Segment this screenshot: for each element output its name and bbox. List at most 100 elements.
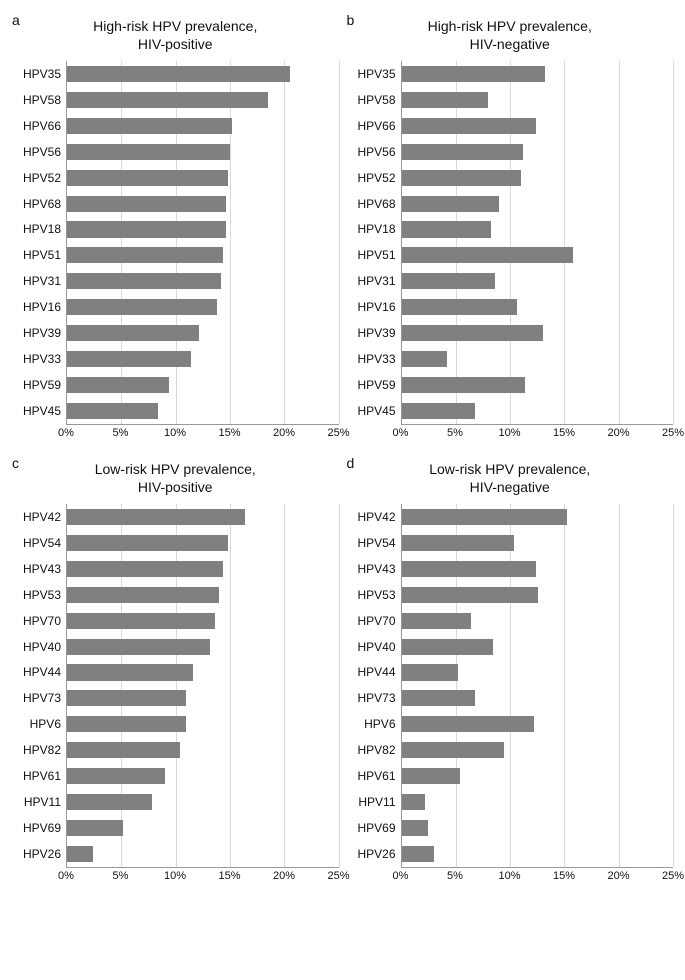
bar-row: HPV26 <box>67 841 339 867</box>
bar-category-label: HPV31 <box>23 274 61 288</box>
bar-row: HPV31 <box>67 268 339 294</box>
panel-title: High-risk HPV prevalence, HIV-negative <box>347 18 674 53</box>
bar <box>402 377 526 393</box>
bar-category-label: HPV54 <box>23 536 61 550</box>
bar-category-label: HPV33 <box>23 352 61 366</box>
bar <box>402 820 428 836</box>
x-tick-label: 25% <box>662 427 684 439</box>
bar-category-label: HPV69 <box>23 821 61 835</box>
bar <box>67 196 226 212</box>
x-tick-label: 10% <box>498 870 520 882</box>
bar-chart: HPV42HPV54HPV43HPV53HPV70HPV40HPV44HPV73… <box>347 504 674 888</box>
bar-category-label: HPV52 <box>357 171 395 185</box>
bar-row: HPV70 <box>67 608 339 634</box>
bar-row: HPV66 <box>67 113 339 139</box>
plot-area: HPV42HPV54HPV43HPV53HPV70HPV40HPV44HPV73… <box>66 504 339 868</box>
x-tick-label: 15% <box>553 427 575 439</box>
bar-category-label: HPV82 <box>357 743 395 757</box>
bar-category-label: HPV66 <box>357 119 395 133</box>
gridline <box>673 504 674 867</box>
gridline <box>339 61 340 424</box>
bar-row: HPV16 <box>402 294 674 320</box>
bar <box>67 273 221 289</box>
bar <box>67 535 228 551</box>
bar-category-label: HPV70 <box>357 614 395 628</box>
bar <box>402 716 534 732</box>
plot-area: HPV35HPV58HPV66HPV56HPV52HPV68HPV18HPV51… <box>66 61 339 425</box>
bar-category-label: HPV54 <box>357 536 395 550</box>
bar <box>67 820 123 836</box>
bar-chart: HPV35HPV58HPV66HPV56HPV52HPV68HPV18HPV51… <box>347 61 674 445</box>
bar <box>402 846 435 862</box>
panel-letter: d <box>347 455 355 471</box>
bar-category-label: HPV43 <box>357 562 395 576</box>
bar-category-label: HPV18 <box>23 222 61 236</box>
bar <box>402 535 515 551</box>
bar <box>67 299 217 315</box>
x-axis: 0%5%10%15%20%25% <box>401 425 674 445</box>
bar-category-label: HPV53 <box>357 588 395 602</box>
bar <box>67 247 223 263</box>
bar-category-label: HPV58 <box>23 93 61 107</box>
bar-category-label: HPV26 <box>357 847 395 861</box>
bar-row: HPV61 <box>402 763 674 789</box>
x-tick-label: 0% <box>58 427 74 439</box>
bar <box>402 561 537 577</box>
bar-category-label: HPV39 <box>357 326 395 340</box>
bar <box>402 325 543 341</box>
x-tick-label: 10% <box>164 427 186 439</box>
bar <box>67 690 186 706</box>
bar-row: HPV82 <box>67 737 339 763</box>
bar-row: HPV6 <box>67 711 339 737</box>
bar <box>67 351 191 367</box>
bar-row: HPV56 <box>402 139 674 165</box>
panel-letter: c <box>12 455 19 471</box>
bar-category-label: HPV44 <box>357 665 395 679</box>
bar-row: HPV45 <box>67 398 339 424</box>
bar-row: HPV6 <box>402 711 674 737</box>
bar-category-label: HPV26 <box>23 847 61 861</box>
bar-category-label: HPV51 <box>23 248 61 262</box>
bar-category-label: HPV44 <box>23 665 61 679</box>
x-tick-label: 5% <box>447 427 463 439</box>
bar-category-label: HPV73 <box>357 691 395 705</box>
bar <box>402 196 500 212</box>
bar-category-label: HPV68 <box>357 197 395 211</box>
bar <box>67 92 268 108</box>
plot-area: HPV35HPV58HPV66HPV56HPV52HPV68HPV18HPV51… <box>401 61 674 425</box>
bar-row: HPV69 <box>402 815 674 841</box>
bar-row: HPV59 <box>402 372 674 398</box>
bar-row: HPV68 <box>402 191 674 217</box>
bar-category-label: HPV6 <box>364 717 395 731</box>
bar <box>67 325 199 341</box>
bar-row: HPV70 <box>402 608 674 634</box>
bar-row: HPV31 <box>402 268 674 294</box>
bar-row: HPV52 <box>67 165 339 191</box>
x-tick-label: 10% <box>164 870 186 882</box>
bar-category-label: HPV40 <box>23 640 61 654</box>
bar <box>67 144 230 160</box>
chart-panel-b: bHigh-risk HPV prevalence, HIV-negativeH… <box>347 12 674 445</box>
bar <box>402 690 476 706</box>
bar-row: HPV39 <box>402 320 674 346</box>
bar-category-label: HPV59 <box>23 378 61 392</box>
bar-category-label: HPV61 <box>23 769 61 783</box>
x-tick-label: 5% <box>113 427 129 439</box>
bar-row: HPV18 <box>402 217 674 243</box>
bar <box>402 144 524 160</box>
bar <box>402 92 489 108</box>
bar-row: HPV54 <box>402 530 674 556</box>
panel-title: High-risk HPV prevalence, HIV-positive <box>12 18 339 53</box>
bar-row: HPV39 <box>67 320 339 346</box>
bar <box>67 118 232 134</box>
plot-area: HPV42HPV54HPV43HPV53HPV70HPV40HPV44HPV73… <box>401 504 674 868</box>
bar-chart: HPV42HPV54HPV43HPV53HPV70HPV40HPV44HPV73… <box>12 504 339 888</box>
bar-category-label: HPV69 <box>357 821 395 835</box>
bar <box>67 716 186 732</box>
bar-row: HPV66 <box>402 113 674 139</box>
bar <box>67 664 193 680</box>
bar <box>402 299 517 315</box>
x-tick-label: 20% <box>273 870 295 882</box>
x-tick-label: 25% <box>662 870 684 882</box>
bar-category-label: HPV45 <box>357 404 395 418</box>
